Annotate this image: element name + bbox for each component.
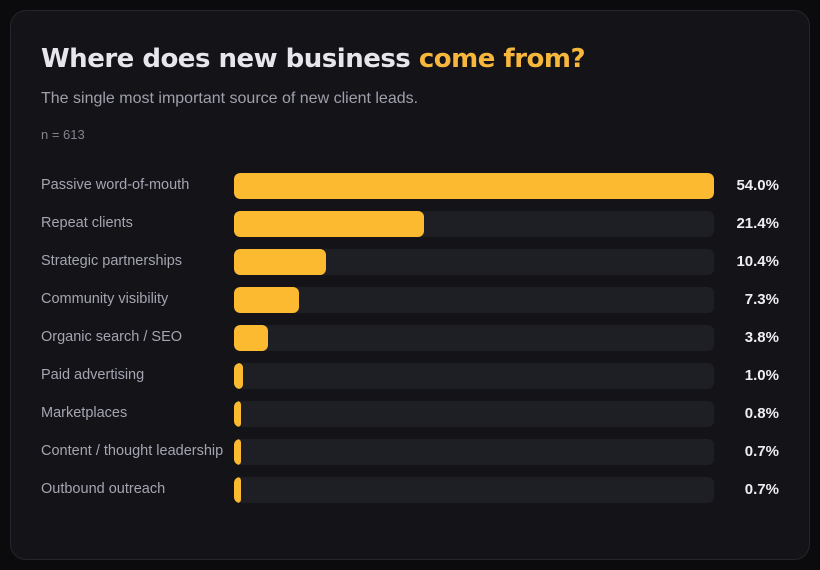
bar-fill — [234, 324, 268, 351]
chart-subtitle: The single most important source of new … — [41, 89, 419, 107]
bar-fill — [234, 400, 242, 427]
bar-row: Marketplaces 0.8% — [41, 400, 779, 427]
bar-category-label: Strategic partnerships — [41, 253, 183, 270]
bar-track — [234, 476, 714, 503]
bar-category-label: Community visibility — [41, 291, 169, 308]
page-title: Where does new business come from? — [41, 44, 779, 75]
chart-card: Where does new business come from? The s… — [10, 10, 810, 560]
bar-value-label: 21.4% — [736, 215, 779, 233]
bar-track — [234, 362, 714, 389]
bar-row: Paid advertising 1.0% — [41, 362, 779, 389]
bar-row: Content / thought leadership 0.7% — [41, 438, 779, 465]
bar-category-label: Outbound outreach — [41, 481, 166, 498]
bar-value-label: 10.4% — [736, 253, 779, 271]
bar-value-label: 1.0% — [744, 367, 779, 385]
bar-value-label: 0.7% — [744, 443, 779, 461]
bar-fill — [234, 286, 299, 313]
bar-track — [234, 324, 714, 351]
bar-value-label: 0.8% — [744, 405, 779, 423]
bar-track — [234, 400, 714, 427]
bar-category-label: Repeat clients — [41, 215, 133, 232]
bar-category-label: Passive word-of-mouth — [41, 177, 190, 194]
bar-fill — [234, 172, 714, 199]
bar-track — [234, 286, 714, 313]
bar-row: Community visibility 7.3% — [41, 286, 779, 313]
bar-fill — [234, 476, 241, 503]
bar-row: Organic search / SEO 3.8% — [41, 324, 779, 351]
bar-value-label: 0.7% — [744, 481, 779, 499]
title-accent: come from? — [418, 44, 586, 74]
bar-row: Passive word-of-mouth 54.0% — [41, 172, 779, 199]
bar-category-label: Content / thought leadership — [41, 443, 224, 460]
bar-value-label: 54.0% — [736, 177, 779, 195]
bar-track — [234, 172, 714, 199]
bar-chart: Passive word-of-mouth 54.0% Repeat clients… — [41, 172, 779, 503]
bar-track — [234, 438, 714, 465]
bar-category-label: Marketplaces — [41, 405, 128, 422]
sample-size-note: n = 613 — [41, 126, 85, 142]
bar-fill — [234, 438, 241, 465]
bar-row: Outbound outreach 0.7% — [41, 476, 779, 503]
bar-fill — [234, 248, 327, 275]
bar-row: Repeat clients 21.4% — [41, 210, 779, 237]
bar-fill — [234, 210, 425, 237]
bar-row: Strategic partnerships 10.4% — [41, 248, 779, 275]
bar-category-label: Organic search / SEO — [41, 329, 183, 346]
bar-category-label: Paid advertising — [41, 367, 145, 384]
bar-track — [234, 210, 714, 237]
bar-value-label: 7.3% — [744, 291, 779, 309]
bar-value-label: 3.8% — [744, 329, 779, 347]
bar-track — [234, 248, 714, 275]
bar-fill — [234, 362, 243, 389]
title-main: Where does new business — [41, 44, 419, 74]
